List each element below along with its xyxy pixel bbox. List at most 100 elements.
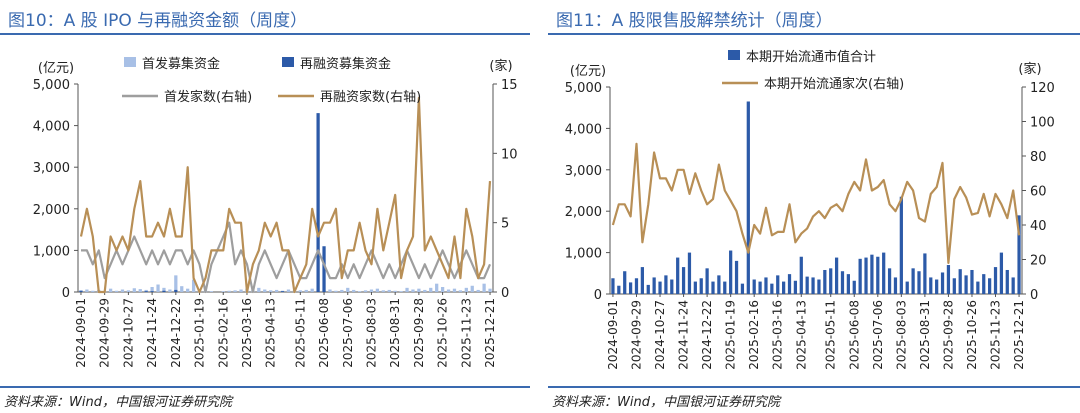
bar-0 <box>381 290 385 292</box>
bar-0 <box>717 275 721 294</box>
bar-0 <box>1017 215 1021 294</box>
bar-0 <box>823 269 827 294</box>
bar-0 <box>363 290 368 292</box>
bar-0 <box>488 288 492 292</box>
bar-0 <box>952 278 956 294</box>
x-tick-label: 2025-03-16 <box>240 298 254 368</box>
bar-0 <box>787 274 792 294</box>
y-tick-label-right: 60 <box>1030 185 1047 200</box>
chart-title: 图11：A 股限售股解禁统计（周度） <box>556 11 833 31</box>
bar-0 <box>664 275 668 294</box>
bar-1 <box>150 291 154 292</box>
y-tick-label-left: 5,000 <box>565 81 602 96</box>
bar-0 <box>174 275 178 292</box>
bar-0 <box>740 283 745 294</box>
bar-0 <box>405 287 409 292</box>
bar-0 <box>156 284 160 292</box>
bar-0 <box>940 272 945 294</box>
bar-0 <box>646 284 650 294</box>
bar-0 <box>840 271 845 294</box>
x-tick-label: 2025-10-26 <box>436 298 450 368</box>
bar-0 <box>126 290 131 292</box>
x-tick-label: 2024-09-01 <box>74 298 88 368</box>
x-tick-label: 2025-01-19 <box>193 298 207 368</box>
y-tick-label-right: 80 <box>1030 150 1047 165</box>
bar-0 <box>191 279 196 292</box>
bar-1 <box>79 290 83 292</box>
y-tick-label-right: 120 <box>1030 81 1055 96</box>
bar-0 <box>870 254 874 294</box>
bar-0 <box>929 277 933 294</box>
x-tick-label: 2025-12-21 <box>483 298 497 368</box>
x-tick-label: 2024-11-24 <box>677 300 691 370</box>
bar-0 <box>91 290 95 292</box>
bar-0 <box>340 289 344 292</box>
chart-title: 图10：A 股 IPO 与再融资金额（周度） <box>8 11 308 31</box>
bar-0 <box>988 278 992 294</box>
x-tick-label: 2024-09-29 <box>629 300 643 370</box>
bar-0 <box>970 269 974 294</box>
x-tick-label: 2025-11-23 <box>989 300 1003 370</box>
x-tick-label: 2025-05-11 <box>824 300 838 370</box>
x-tick-label: 2024-10-27 <box>653 300 667 370</box>
legend-label: 再融资家数(右轴) <box>320 89 421 105</box>
bar-0 <box>658 281 662 294</box>
legend-label: 本期开始流通市值合计 <box>746 49 876 65</box>
bar-0 <box>150 287 154 292</box>
bar-0 <box>723 281 727 294</box>
left-axis-unit: (亿元) <box>38 61 74 76</box>
series-line-1 <box>611 142 1021 264</box>
bar-1 <box>144 291 148 292</box>
bar-0 <box>476 289 480 292</box>
bar-0 <box>417 288 421 292</box>
bar-0 <box>1011 277 1015 294</box>
bar-0 <box>834 257 839 294</box>
bar-0 <box>652 277 656 294</box>
legend-label: 首发募集资金 <box>142 56 220 72</box>
x-tick-label: 2025-04-13 <box>794 300 808 370</box>
x-tick-label: 2025-07-06 <box>341 298 355 368</box>
bar-0 <box>946 265 951 294</box>
y-tick-label-right: 100 <box>1030 116 1055 131</box>
bar-0 <box>746 101 750 294</box>
bar-0 <box>114 290 119 292</box>
bar-0 <box>1005 269 1009 294</box>
bar-0 <box>346 287 350 292</box>
x-tick-label: 2024-09-29 <box>98 298 112 368</box>
bar-0 <box>464 287 468 292</box>
bar-0 <box>393 290 397 292</box>
bar-0 <box>446 289 451 292</box>
x-tick-label: 2025-02-16 <box>216 298 230 368</box>
bar-0 <box>617 285 621 294</box>
bar-0 <box>764 277 768 294</box>
legend-swatch <box>728 50 740 60</box>
bar-0 <box>263 289 267 292</box>
bar-0 <box>482 283 486 292</box>
y-tick-label-left: 4,000 <box>33 120 70 135</box>
x-tick-label: 2025-10-26 <box>965 300 979 370</box>
bar-0 <box>858 258 862 294</box>
bar-0 <box>411 289 415 292</box>
x-tick-label: 2025-12-21 <box>1012 300 1026 370</box>
bar-0 <box>976 281 980 294</box>
legend-label: 首发家数(右轴) <box>164 89 252 105</box>
bar-0 <box>257 287 261 292</box>
bar-0 <box>180 286 184 292</box>
bar-0 <box>676 257 680 294</box>
bar-0 <box>958 269 962 294</box>
bar-1 <box>162 290 166 292</box>
x-tick-label: 2025-02-16 <box>747 300 761 370</box>
x-tick-label: 2025-06-08 <box>317 298 331 368</box>
bar-0 <box>770 283 774 294</box>
x-tick-label: 2025-08-03 <box>894 300 908 370</box>
y-tick-label-left: 2,000 <box>33 203 70 218</box>
bar-0 <box>805 276 809 294</box>
bar-0 <box>628 282 633 294</box>
y-tick-label-right: 10 <box>501 147 518 162</box>
bar-0 <box>999 252 1004 294</box>
x-tick-label: 2024-12-22 <box>700 300 714 370</box>
bar-0 <box>899 196 903 294</box>
bar-0 <box>440 287 445 292</box>
bar-0 <box>357 291 362 292</box>
bar-0 <box>470 285 474 292</box>
